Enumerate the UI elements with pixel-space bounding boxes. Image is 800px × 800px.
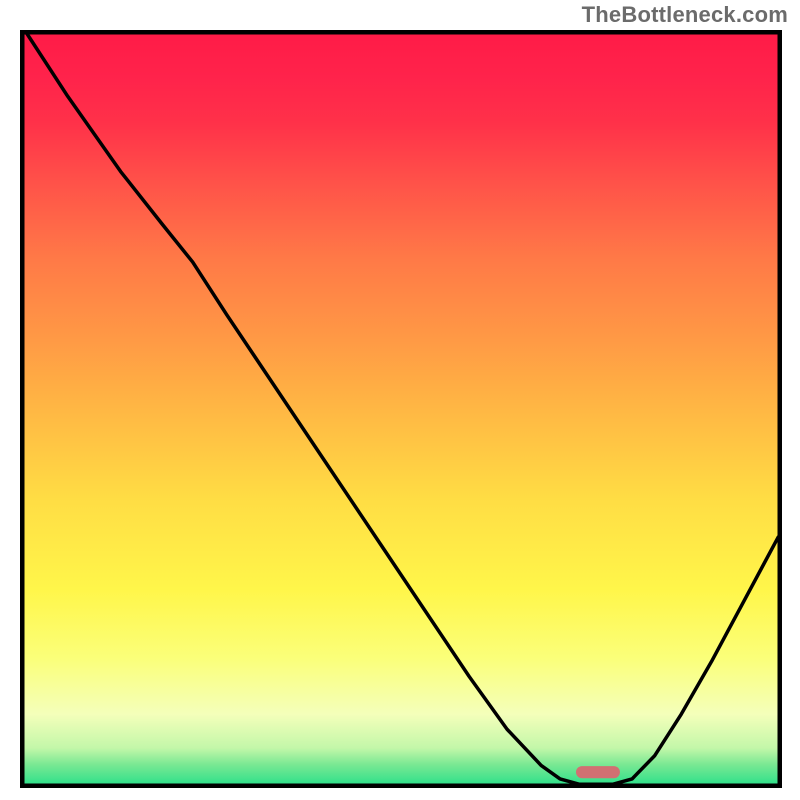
watermark-text: TheBottleneck.com (582, 2, 788, 28)
bottleneck-chart (20, 30, 782, 788)
chart-marker-pill (576, 766, 620, 778)
chart-svg (20, 30, 782, 788)
chart-background (22, 32, 780, 786)
